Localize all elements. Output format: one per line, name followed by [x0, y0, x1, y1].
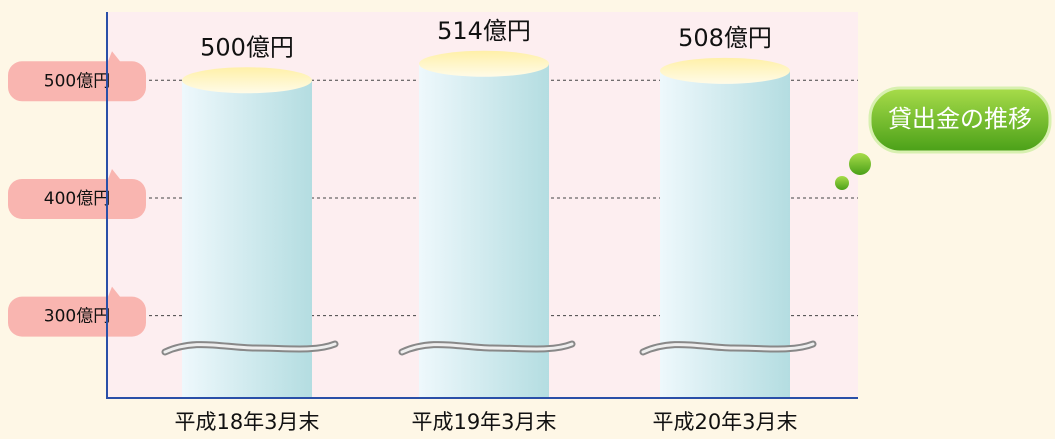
- value-label: 500億円: [200, 33, 294, 61]
- tick-label-bg: [8, 286, 146, 337]
- y-tick-label: 400億円: [44, 189, 110, 209]
- bar-top: [182, 67, 312, 94]
- title-bubble: [835, 86, 1052, 190]
- x-tick-label: 平成19年3月末: [411, 410, 556, 434]
- tick-label-bg: [8, 168, 146, 219]
- bar-top: [419, 50, 549, 77]
- axis-break-hl: [400, 342, 574, 354]
- value-label: 508億円: [678, 24, 772, 52]
- value-label: 514億円: [437, 17, 531, 45]
- y-tick-label: 500億円: [44, 71, 110, 91]
- y-tick-label: 300億円: [44, 307, 110, 327]
- bar-top: [660, 57, 790, 84]
- tick-label-bg: [8, 51, 146, 102]
- axis-break-hl: [641, 342, 815, 354]
- x-tick-label: 平成20年3月末: [652, 410, 797, 434]
- chart-title: 貸出金の推移: [888, 105, 1032, 133]
- axis-break-hl: [163, 342, 337, 354]
- x-tick-label: 平成18年3月末: [174, 410, 319, 434]
